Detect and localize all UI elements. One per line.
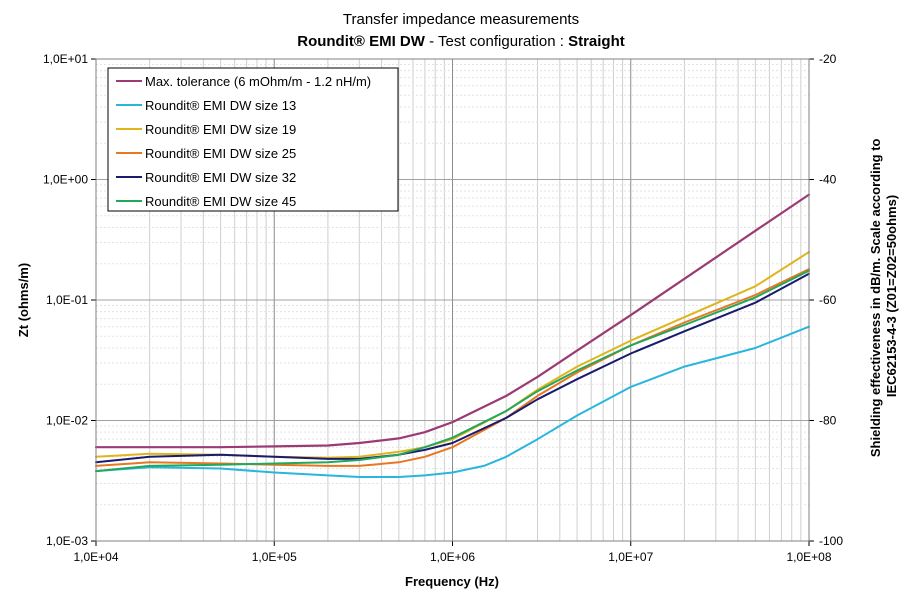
y-tick-label: 1,0E+01 <box>43 52 88 66</box>
x-tick-label: 1,0E+06 <box>430 550 475 564</box>
x-axis-label: Frequency (Hz) <box>405 574 499 589</box>
y2-tick-label: -100 <box>819 534 843 548</box>
y2-axis-label-line1: Shielding effectiveness in dB/m. Scale a… <box>868 138 883 457</box>
chart-subtitle-middle: - Test configuration : <box>425 33 568 50</box>
y2-tick-label: -60 <box>819 293 837 307</box>
y2-tick-labels: -100 -80 -60 -40 -20 <box>819 52 843 548</box>
y2-axis-label: Shielding effectiveness in dB/m. Scale a… <box>868 135 899 457</box>
legend-label: Roundit® EMI DW size 45 <box>145 194 296 209</box>
y2-axis-label-line2: IEC62153-4-3 (Z01=Z02=50ohms) <box>884 195 899 397</box>
x-tick-label: 1,0E+05 <box>252 550 297 564</box>
series-line <box>95 269 810 473</box>
chart-subtitle-product: Roundit® EMI DW <box>297 33 426 50</box>
x-tick-label: 1,0E+07 <box>608 550 653 564</box>
legend-label: Max. tolerance (6 mOhm/m - 1.2 nH/m) <box>145 74 371 89</box>
y2-tick-label: -20 <box>819 52 837 66</box>
legend-box <box>107 67 399 212</box>
x-tick-label: 1,0E+04 <box>73 550 118 564</box>
x-tick-labels: 1,0E+04 1,0E+05 1,0E+06 1,0E+07 1,0E+08 <box>73 550 831 564</box>
legend-items: Max. tolerance (6 mOhm/m - 1.2 nH/m) Roun… <box>116 74 371 209</box>
y-tick-labels: 1,0E-03 1,0E-02 1,0E-01 1,0E+00 1,0E+01 <box>43 52 88 548</box>
y2-tick-label: -80 <box>819 414 837 428</box>
chart-subtitle: Roundit® EMI DW - Test configuration : S… <box>297 33 625 50</box>
y2-tick-label: -40 <box>819 173 837 187</box>
series-line <box>95 272 810 464</box>
y-tick-label: 1,0E-03 <box>46 534 88 548</box>
x-tick-label: 1,0E+08 <box>786 550 831 564</box>
legend-label: Roundit® EMI DW size 13 <box>145 98 296 113</box>
y-tick-label: 1,0E+00 <box>43 173 88 187</box>
y-tick-label: 1,0E-02 <box>46 414 88 428</box>
y-axis-label: Zt (ohms/m) <box>16 263 31 337</box>
series-lines <box>94 193 811 478</box>
legend: Max. tolerance (6 mOhm/m - 1.2 nH/m) Roun… <box>107 67 399 212</box>
legend-label: Roundit® EMI DW size 32 <box>145 170 296 185</box>
series-line <box>95 325 810 478</box>
series-line <box>94 193 811 449</box>
chart-subtitle-configuration: Straight <box>568 33 625 50</box>
tick-marks <box>91 58 814 546</box>
chart-title: Transfer impedance measurements <box>343 11 579 28</box>
y-tick-label: 1,0E-01 <box>46 293 88 307</box>
plot-frame <box>95 58 810 542</box>
legend-label: Roundit® EMI DW size 25 <box>145 146 296 161</box>
legend-label: Roundit® EMI DW size 19 <box>145 122 296 137</box>
